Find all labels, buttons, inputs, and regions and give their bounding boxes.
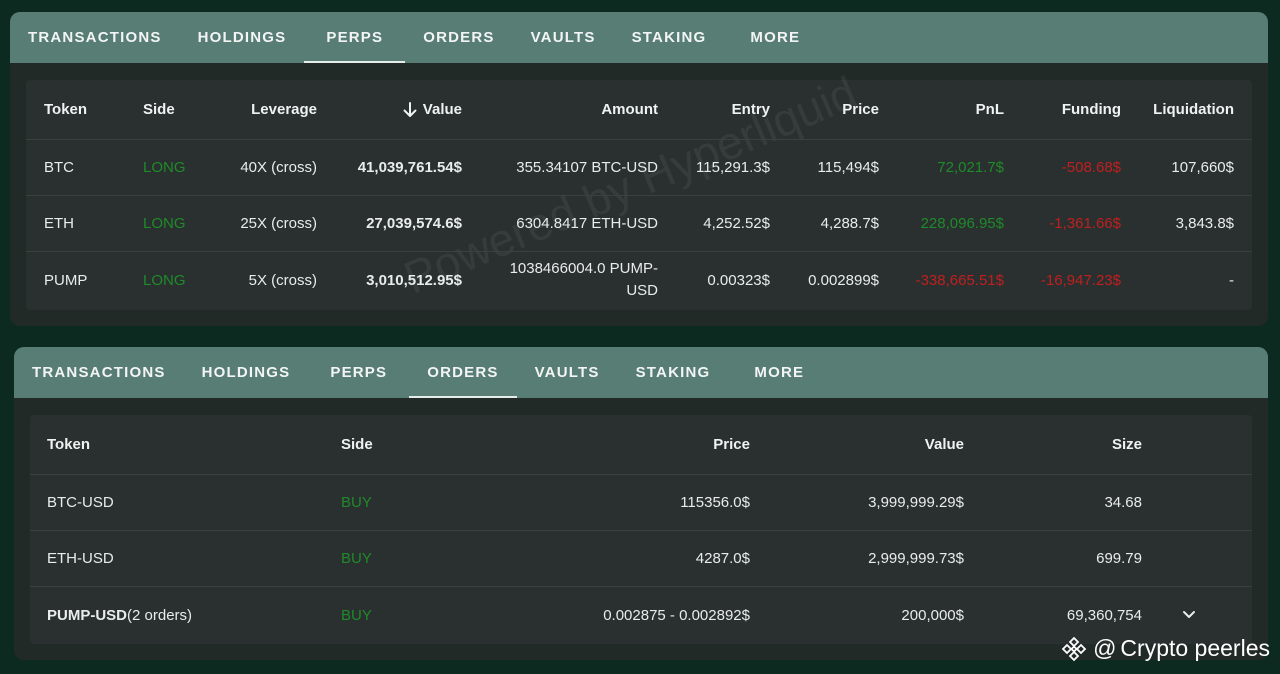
orders-panel: TRANSACTIONS HOLDINGS PERPS ORDERS VAULT… [14,347,1268,660]
table-header: Token Side Leverage Value Amount Entry P… [26,80,1252,140]
price-cell: 0.002899$ [808,271,879,289]
pnl-cell: 228,096.95$ [920,215,1004,232]
col-token[interactable]: Token [47,436,91,453]
price-cell: 4,288.7$ [820,215,879,232]
table-header: Token Side Price Value Size [30,415,1252,475]
order-count: (2 orders) [127,606,193,624]
size-cell: 34.68 [1104,494,1142,511]
at-symbol: @ [1093,635,1117,661]
brand-text: Crypto peerles [1120,635,1270,661]
col-leverage[interactable]: Leverage [251,101,317,118]
liquidation-cell: - [1229,271,1234,289]
side-cell: LONG [143,215,186,232]
tab-more[interactable]: MORE [754,364,805,381]
liquidation-cell: 3,843.8$ [1175,215,1234,232]
tab-holdings[interactable]: HOLDINGS [197,29,287,46]
token-cell: BTC-USD [47,494,114,511]
tab-orders[interactable]: ORDERS [409,347,517,398]
value-cell: 41,039,761.54$ [357,159,462,176]
tab-bar: TRANSACTIONS HOLDINGS PERPS ORDERS VAULT… [10,12,1268,63]
pnl-cell: -338,665.51$ [915,271,1004,289]
funding-cell: -16,947.23$ [1040,271,1121,289]
price-cell: 0.002875 - 0.002892$ [603,606,750,624]
tab-perps[interactable]: PERPS [304,12,406,63]
orders-table: Token Side Price Value Size BTC-USD BUY … [30,415,1252,644]
brand-watermark: @ Crypto peerles [1061,635,1270,662]
tab-staking[interactable]: STAKING [635,364,711,381]
col-price[interactable]: Price [842,101,879,118]
token-cell: BTC [44,159,74,176]
value-cell: 27,039,574.6$ [366,215,462,232]
col-size[interactable]: Size [1111,436,1142,453]
side-cell: LONG [143,159,186,176]
perps-panel: TRANSACTIONS HOLDINGS PERPS ORDERS VAULT… [10,12,1268,326]
tab-bar: TRANSACTIONS HOLDINGS PERPS ORDERS VAULT… [14,347,1268,398]
entry-cell: 0.00323$ [707,271,770,289]
table-row[interactable]: BTC LONG 40X (cross) 41,039,761.54$ 355.… [26,140,1252,196]
col-price[interactable]: Price [713,436,750,453]
tab-more[interactable]: MORE [750,29,801,46]
tab-transactions[interactable]: TRANSACTIONS [32,364,166,381]
leverage-cell: 40X (cross) [240,159,317,176]
col-pnl[interactable]: PnL [975,101,1004,118]
col-side[interactable]: Side [341,436,373,453]
tab-holdings[interactable]: HOLDINGS [201,364,291,381]
size-cell: 699.79 [1096,550,1142,567]
amount-cell: 1038466004.0 PUMP-USD [509,260,658,299]
table-row[interactable]: BTC-USD BUY 115356.0$ 3,999,999.29$ 34.6… [30,475,1252,531]
col-amount[interactable]: Amount [601,101,658,118]
col-value[interactable]: Value [403,80,462,139]
col-entry[interactable]: Entry [731,101,770,118]
token-cell: ETH [44,215,74,232]
tab-staking[interactable]: STAKING [631,29,707,46]
expand-chevron-icon[interactable] [1182,587,1196,643]
table-row[interactable]: PUMP LONG 5X (cross) 3,010,512.95$ 10384… [26,252,1252,308]
value-cell: 3,999,999.29$ [868,494,964,511]
tab-vaults[interactable]: VAULTS [530,29,596,46]
side-cell: BUY [341,550,372,567]
token-cell: PUMP-USD (2 orders) [47,587,192,643]
col-funding[interactable]: Funding [1061,101,1121,118]
price-cell: 4287.0$ [695,550,750,567]
table-row[interactable]: ETH-USD BUY 4287.0$ 2,999,999.73$ 699.79 [30,531,1252,587]
price-cell: 115,494$ [817,159,879,176]
sort-down-arrow-icon [403,101,417,117]
side-cell: BUY [341,606,372,624]
binance-logo-icon [1061,636,1087,661]
size-cell: 69,360,754 [1066,606,1142,624]
price-cell: 115356.0$ [680,494,750,511]
side-cell: BUY [341,494,372,511]
liquidation-cell: 107,660$ [1171,159,1234,176]
token-name: PUMP-USD [47,606,128,624]
leverage-cell: 25X (cross) [240,215,317,232]
pnl-cell: 72,021.7$ [937,159,1004,176]
amount-cell: 355.34107 BTC-USD [516,159,658,176]
amount-cell: 6304.8417 ETH-USD [516,215,658,232]
tab-perps[interactable]: PERPS [330,364,388,381]
positions-table: Powered by Hyperliquid Token Side Levera… [26,66,1252,310]
token-cell: ETH-USD [47,550,114,567]
value-cell: 3,010,512.95$ [366,271,462,289]
value-cell: 200,000$ [901,606,964,624]
side-cell: LONG [143,271,186,289]
entry-cell: 4,252.52$ [703,215,770,232]
tab-orders[interactable]: ORDERS [423,29,495,46]
tab-vaults[interactable]: VAULTS [534,364,600,381]
col-token[interactable]: Token [44,101,88,118]
value-cell: 2,999,999.73$ [868,550,964,567]
table-row[interactable]: PUMP-USD (2 orders) BUY 0.002875 - 0.0028… [30,587,1252,643]
token-cell: PUMP [44,271,88,289]
col-value-label: Value [422,101,462,118]
funding-cell: -1,361.66$ [1049,215,1121,232]
table-row[interactable]: ETH LONG 25X (cross) 27,039,574.6$ 6304.… [26,196,1252,252]
leverage-cell: 5X (cross) [248,271,317,289]
col-side[interactable]: Side [143,101,175,118]
funding-cell: -508.68$ [1061,159,1121,176]
tab-transactions[interactable]: TRANSACTIONS [28,29,162,46]
col-liquidation[interactable]: Liquidation [1153,101,1234,118]
col-value[interactable]: Value [924,436,964,453]
entry-cell: 115,291.3$ [696,159,770,176]
